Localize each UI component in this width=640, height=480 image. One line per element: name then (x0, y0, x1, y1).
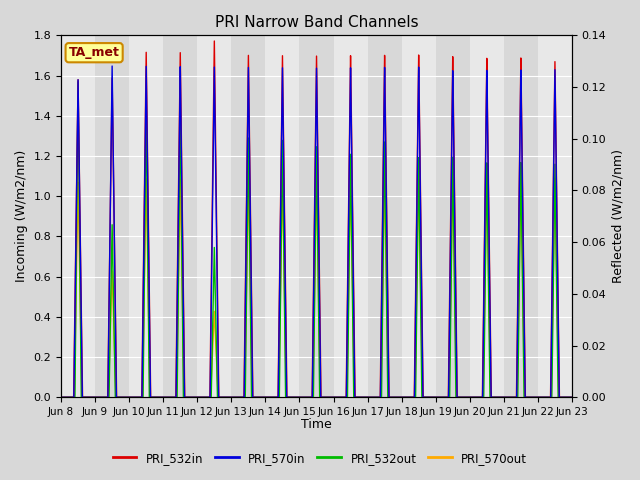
Bar (538, 36, 572, 397)
Bar (163, 36, 197, 397)
Bar (470, 36, 504, 397)
Bar (300, 36, 333, 397)
Bar (129, 36, 163, 397)
Bar (504, 36, 538, 397)
X-axis label: Time: Time (301, 419, 332, 432)
Y-axis label: Incoming (W/m2/nm): Incoming (W/m2/nm) (15, 150, 28, 282)
Title: PRI Narrow Band Channels: PRI Narrow Band Channels (214, 15, 419, 30)
Legend: PRI_532in, PRI_570in, PRI_532out, PRI_570out: PRI_532in, PRI_570in, PRI_532out, PRI_57… (108, 447, 532, 469)
Bar (231, 36, 266, 397)
Bar (402, 36, 436, 397)
Bar (367, 36, 402, 397)
Bar (333, 36, 367, 397)
Bar (266, 36, 300, 397)
Bar (95, 36, 129, 397)
Bar (436, 36, 470, 397)
Bar (61, 36, 95, 397)
Text: TA_met: TA_met (68, 46, 120, 59)
Bar (197, 36, 231, 397)
Y-axis label: Reflected (W/m2/nm): Reflected (W/m2/nm) (612, 149, 625, 283)
